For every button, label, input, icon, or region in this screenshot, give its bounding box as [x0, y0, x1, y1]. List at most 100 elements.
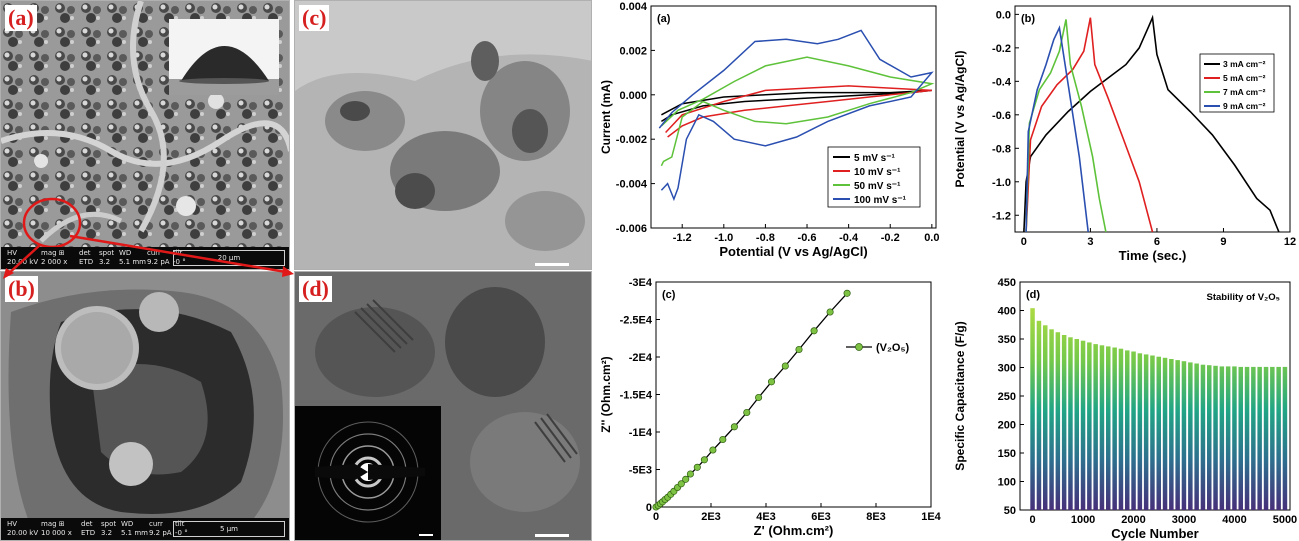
- y-tick-label: -0.002: [616, 134, 647, 146]
- nyquist-point: [686, 470, 694, 478]
- y-tick-label: 0.004: [619, 1, 647, 13]
- y-tick-label: 450: [998, 277, 1016, 289]
- capacitance-bar: [1131, 351, 1136, 510]
- nyquist-point: [743, 408, 751, 417]
- y-tick-label: -1E4: [629, 427, 653, 439]
- capacitance-bar: [1162, 357, 1168, 510]
- nyquist-point: [677, 480, 685, 488]
- legend-label: 50 mV s⁻¹: [854, 181, 901, 192]
- zoom-arrows: [3, 234, 294, 279]
- tilt-label: tilt: [175, 520, 185, 528]
- y-tick-label: -1.5E4: [620, 390, 653, 402]
- y-tick-label: -3E4: [629, 277, 653, 289]
- x-tick-label: 3: [1087, 236, 1093, 248]
- nyquist-point: [730, 423, 738, 431]
- legend: 5 mV s⁻¹ 10 mV s⁻¹ 50 mV s⁻¹ 100 mV s⁻¹: [827, 146, 921, 208]
- stability-chart: 0 1000 2000 3000 4000 5000 50 100 150 200 250 300 35…: [953, 277, 1297, 541]
- gcd-curve: [1025, 17, 1154, 233]
- y-tick-label: 200: [998, 420, 1016, 432]
- wd-value: 5.1 mm: [121, 529, 148, 537]
- y-tick-label: -5E3: [629, 465, 652, 477]
- plot-frame: [655, 281, 932, 508]
- capacitance-bar: [1257, 366, 1262, 510]
- cv-curve: [660, 56, 935, 167]
- det-value: ETD: [79, 258, 94, 266]
- capacitance-bar: [1093, 344, 1098, 510]
- gcd-curve: [1025, 25, 1089, 233]
- wd-value: 5.1 mm: [119, 258, 146, 266]
- capacitance-bar: [1188, 362, 1193, 510]
- x-tick-label: -0.4: [839, 232, 859, 244]
- capacitance-bar: [1118, 348, 1124, 510]
- nyquist-point: [719, 435, 727, 444]
- capacitance-bar: [1276, 366, 1281, 510]
- hv-value: 20.00 kV: [7, 258, 38, 266]
- det-label: det: [79, 249, 91, 257]
- gcd-curve: [1023, 14, 1280, 233]
- y-axis-label: Z'' (Ohm.cm²): [599, 356, 613, 432]
- x-axis-label: Z' (Ohm.cm²): [754, 523, 834, 538]
- x-tick-label: 12: [1284, 236, 1296, 248]
- tem-panel-c: (c): [294, 0, 592, 270]
- y-tick-label: -0.2: [992, 43, 1011, 55]
- nyquist-point: [810, 327, 818, 335]
- capacitance-bar: [1043, 325, 1048, 510]
- legend-label: 5 mV s⁻¹: [854, 153, 896, 164]
- capacitance-bar: [1080, 340, 1086, 510]
- gcd-chart: 0 3 6 9 12 0.0 -0.2 -0.4 -0.6 -0.8 -1.0 -1.2 Time (s…: [953, 5, 1296, 263]
- capacitance-bar: [1244, 366, 1250, 510]
- curr-label: curr: [147, 249, 161, 257]
- nyquist-point: [843, 289, 851, 297]
- legend-label: 9 mA cm⁻²: [1223, 101, 1266, 111]
- nyquist-line: [655, 292, 848, 508]
- x-tick-label: 0.0: [924, 232, 939, 244]
- x-tick-label: 0: [1030, 514, 1036, 526]
- capacitance-bar: [1194, 363, 1199, 510]
- capacitance-bar: [1061, 335, 1067, 510]
- panel-label: (d): [1026, 289, 1040, 301]
- x-tick-label: 0: [653, 511, 659, 523]
- tilt-value: -0 °: [173, 258, 186, 266]
- y-tick-label: 0.0: [996, 9, 1011, 21]
- capacitance-bar: [1087, 342, 1092, 510]
- y-tick-label: -1.0: [992, 177, 1011, 189]
- det-value: ETD: [81, 529, 96, 537]
- panel-label: (c): [299, 5, 330, 31]
- x-tick-label: 4000: [1222, 514, 1246, 526]
- x-tick-label: -0.2: [881, 232, 900, 244]
- capacitance-bar: [1181, 361, 1187, 510]
- capacitance-bar: [1213, 365, 1218, 510]
- y-tick-label: -0.4: [992, 76, 1012, 88]
- y-tick-label: 300: [998, 363, 1016, 375]
- nyquist-point: [693, 463, 701, 471]
- curr-value: 9.2 pA: [147, 258, 170, 266]
- y-tick-label: 0.000: [619, 90, 647, 102]
- gcd-curve: [1025, 19, 1107, 233]
- legend-label: 3 mA cm⁻²: [1223, 59, 1266, 69]
- capacitance-bar: [1036, 320, 1042, 510]
- nyquist-point: [755, 393, 763, 402]
- x-tick-label: 0: [1021, 236, 1027, 248]
- capacitance-bar: [1106, 346, 1111, 510]
- y-tick-label: -0.6: [992, 110, 1011, 122]
- capacitance-bar: [1137, 353, 1143, 511]
- y-tick-label: -0.004: [616, 179, 648, 191]
- y-tick-label: 250: [998, 391, 1016, 403]
- hv-value: 20.00 kV: [7, 529, 39, 537]
- y-tick-label: 0.002: [619, 45, 647, 57]
- capacitance-bar: [1207, 365, 1212, 510]
- curr-label: curr: [149, 520, 163, 528]
- wd-label: WD: [121, 520, 134, 528]
- curr-value: 9.2 pA: [149, 529, 172, 537]
- legend: 3 mA cm⁻² 5 mA cm⁻² 7 mA cm⁻² 9 mA cm⁻²: [1199, 53, 1275, 113]
- legend-label: 5 mA cm⁻²: [1223, 73, 1266, 83]
- capacitance-bar: [1150, 355, 1155, 510]
- y-tick-label: 0: [646, 502, 652, 514]
- x-tick-label: 9: [1220, 236, 1226, 248]
- capacitance-bar: [1068, 337, 1073, 510]
- capacitance-bar: [1030, 308, 1035, 510]
- spot-value: 3.2: [101, 529, 113, 537]
- legend-label: 100 mV s⁻¹: [854, 195, 907, 206]
